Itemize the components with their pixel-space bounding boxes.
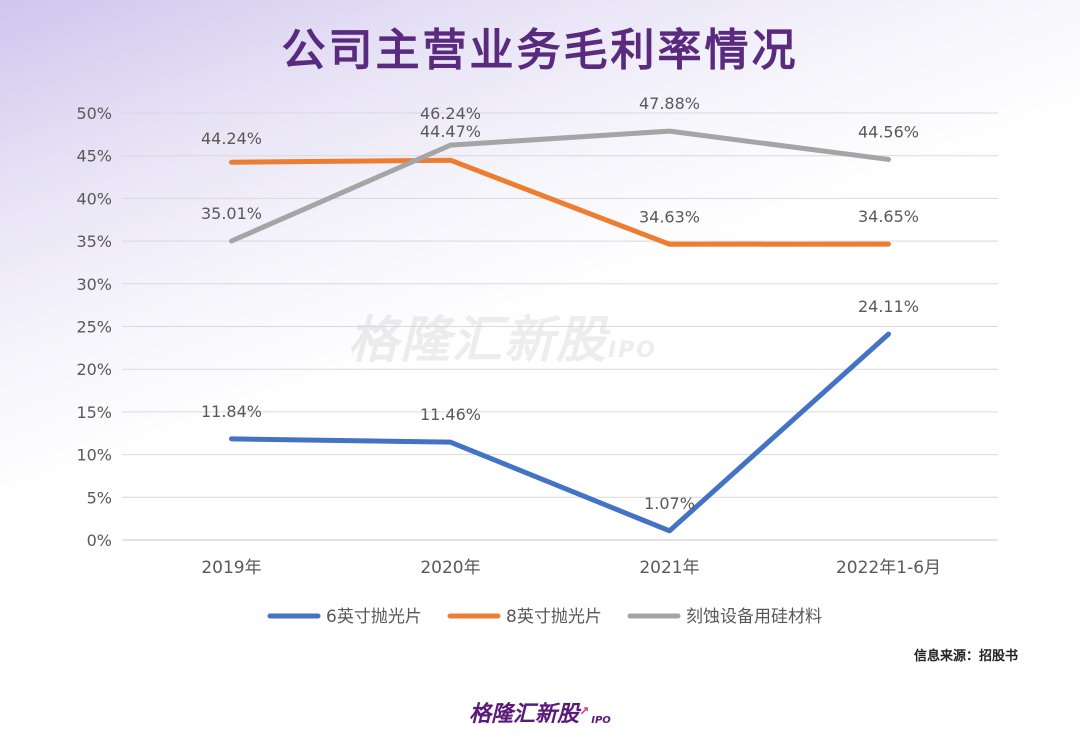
data-label: 24.11% [858,297,919,316]
y-tick-label: 25% [76,318,112,337]
data-label: 46.24% [420,104,481,123]
chart-title: 公司主营业务毛利率情况 [281,25,799,76]
y-tick-label: 30% [76,275,112,294]
series-line-3 [229,128,891,244]
data-label: 11.46% [420,405,481,424]
series-line-1 [229,331,891,534]
y-tick-label: 10% [76,446,112,465]
x-tick-label: 2020年 [420,558,480,578]
data-label: 47.88% [639,94,700,113]
data-label: 35.01% [201,204,262,223]
data-label: 44.56% [858,122,919,141]
y-tick-label: 5% [87,488,112,507]
logo-sub: IPO [591,715,611,726]
x-tick-label: 2022年1-6月 [836,558,941,578]
logo: 格隆汇新股↗IPO [0,696,1080,728]
series-line-2 [229,157,891,247]
legend-label-3: 刻蚀设备用硅材料 [686,607,822,627]
legend-label-1: 6英寸抛光片 [326,607,422,627]
x-tick-label: 2019年 [201,558,261,578]
legend-label-2: 8英寸抛光片 [506,607,602,627]
source-note: 信息来源：招股书 [913,649,1018,664]
y-tick-label: 0% [87,531,112,550]
watermark: 格隆汇新股IPO [348,300,657,372]
y-tick-label: 50% [76,104,112,123]
data-label: 34.65% [858,207,919,226]
watermark-sub: IPO [608,338,658,363]
data-label: 11.84% [201,402,262,421]
logo-arrow-icon: ↗ [579,704,590,718]
data-label: 34.63% [639,207,700,226]
y-tick-label: 20% [76,360,112,379]
y-tick-label: 45% [76,147,112,166]
data-label: 44.47% [420,122,481,141]
data-label: 44.24% [201,129,262,148]
data-label: 1.07% [644,494,695,513]
x-tick-label: 2021年 [639,558,699,578]
watermark-text: 格隆汇新股 [348,311,608,369]
y-tick-label: 35% [76,232,112,251]
logo-text: 格隆汇新股 [469,702,580,727]
y-tick-label: 15% [76,403,112,422]
y-tick-label: 40% [76,189,112,208]
